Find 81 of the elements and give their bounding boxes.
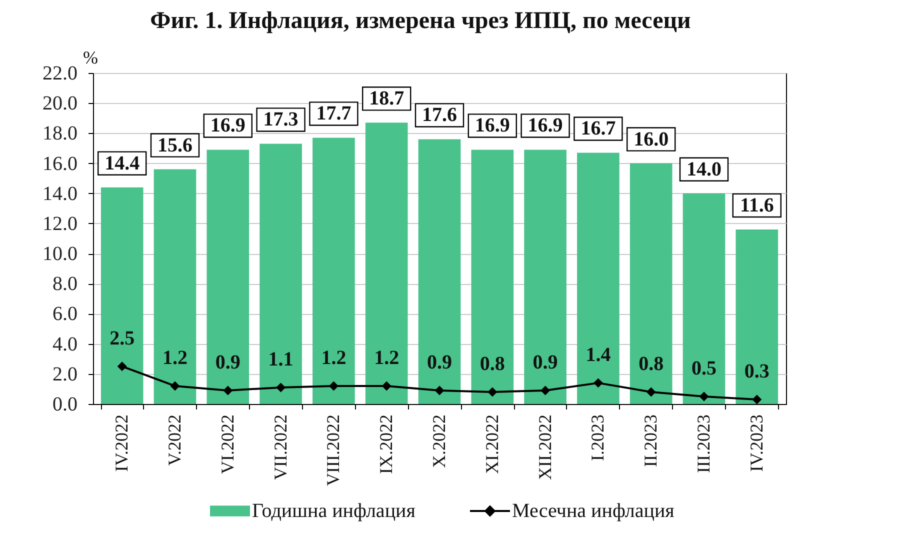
- bar: [736, 229, 778, 404]
- y-tick-label: 16.0: [42, 152, 78, 175]
- data-label: 1.2: [162, 346, 188, 369]
- data-label: 1.2: [374, 346, 400, 369]
- data-label: 16.9: [528, 114, 563, 137]
- x-tick-label: IV.2022: [112, 414, 132, 472]
- bar: [312, 138, 355, 404]
- bar: [206, 150, 250, 404]
- y-tick-label: 14.0: [42, 182, 78, 205]
- y-tick-label: 10.0: [42, 243, 78, 266]
- point: [540, 386, 550, 396]
- data-label: 16.0: [634, 128, 669, 150]
- x-tick-label: II.2023: [640, 414, 661, 467]
- data-label: 16.9: [474, 114, 510, 137]
- x-tick-label: IX.2022: [376, 414, 396, 474]
- data-label: 0.3: [744, 360, 770, 382]
- data-label: 2.5: [110, 327, 135, 350]
- data-label: 17.7: [316, 102, 352, 125]
- point: [276, 382, 286, 392]
- y-axis-title: %: [83, 48, 98, 68]
- point: [488, 387, 498, 397]
- bar: [154, 169, 196, 404]
- y-tick-label: 20.0: [42, 92, 78, 115]
- x-tick-label: I.2023: [588, 414, 608, 461]
- bar: [365, 122, 408, 404]
- data-label: 1.2: [321, 346, 346, 369]
- x-tick-label: VIII.2022: [323, 414, 344, 486]
- data-label: 16.9: [210, 114, 246, 137]
- data-label: 15.6: [157, 134, 192, 156]
- data-label: 14.0: [686, 158, 722, 180]
- point: [699, 392, 709, 402]
- x-tick-label: V.2022: [164, 414, 184, 466]
- x-tick-label: XII.2022: [534, 414, 555, 480]
- data-label: 14.4: [104, 152, 140, 174]
- y-tick-label: 12.0: [42, 212, 78, 235]
- y-tick-label: 8.0: [52, 273, 78, 296]
- point: [752, 394, 762, 404]
- point: [223, 386, 233, 396]
- y-tick-label: 0.0: [52, 394, 78, 416]
- x-tick-label: VI.2022: [217, 414, 238, 474]
- legend-label: Годишна инфлация: [252, 500, 416, 522]
- data-label: 11.6: [740, 194, 774, 216]
- point: [382, 381, 392, 391]
- data-label: 0.9: [427, 351, 452, 374]
- y-tick-label: 2.0: [52, 363, 78, 386]
- y-tick-label: 22.0: [42, 62, 78, 84]
- bar: [630, 163, 672, 404]
- data-label: 16.7: [580, 118, 616, 140]
- data-label: 17.6: [422, 104, 457, 126]
- data-label: 1.1: [268, 348, 294, 370]
- point: [328, 381, 338, 391]
- bar: [471, 150, 514, 404]
- bar: [682, 193, 726, 404]
- y-tick-label: 6.0: [52, 303, 78, 326]
- data-label: 1.4: [586, 344, 611, 366]
- point: [434, 386, 444, 396]
- x-tick-label: III.2023: [694, 414, 714, 473]
- chart-title: Фиг. 1. Инфлация, измерена чрез ИПЦ, по месеци: [150, 8, 692, 34]
- data-label: 0.5: [692, 357, 717, 380]
- point: [170, 381, 180, 391]
- bar: [524, 150, 566, 404]
- point: [646, 387, 656, 397]
- x-tick-label: X.2022: [429, 414, 449, 468]
- bar: [100, 187, 144, 404]
- data-label: 17.3: [263, 108, 298, 131]
- x-tick-label: IV.2023: [746, 414, 766, 472]
- bar: [260, 144, 302, 404]
- data-label: 18.7: [369, 88, 404, 110]
- y-tick-label: 18.0: [42, 122, 78, 145]
- y-tick-label: 4.0: [52, 333, 78, 356]
- x-tick-label: XI.2022: [482, 414, 502, 474]
- bar: [577, 152, 620, 404]
- point: [117, 362, 127, 372]
- data-label: 0.9: [215, 351, 240, 374]
- x-tick-label: VII.2022: [270, 414, 290, 480]
- bar: [418, 139, 461, 404]
- data-label: 0.8: [638, 352, 664, 375]
- point: [593, 378, 603, 388]
- data-label: 0.8: [480, 352, 505, 375]
- legend-label: Месечна инфлация: [512, 500, 674, 522]
- data-label: 0.9: [532, 351, 558, 374]
